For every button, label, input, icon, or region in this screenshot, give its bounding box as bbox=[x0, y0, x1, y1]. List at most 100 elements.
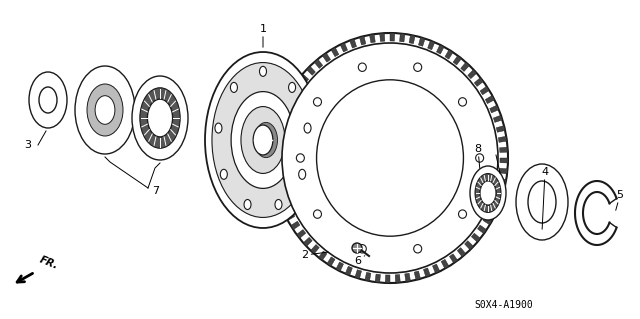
Ellipse shape bbox=[39, 87, 57, 113]
Polygon shape bbox=[485, 95, 495, 104]
Polygon shape bbox=[419, 37, 425, 46]
Polygon shape bbox=[496, 126, 505, 132]
Polygon shape bbox=[300, 74, 308, 83]
Polygon shape bbox=[399, 33, 405, 42]
Ellipse shape bbox=[259, 66, 266, 76]
Ellipse shape bbox=[528, 181, 556, 223]
Ellipse shape bbox=[212, 63, 314, 218]
Ellipse shape bbox=[244, 199, 251, 210]
Polygon shape bbox=[369, 34, 375, 43]
Polygon shape bbox=[390, 33, 395, 41]
Polygon shape bbox=[303, 237, 312, 246]
Polygon shape bbox=[453, 56, 461, 65]
Ellipse shape bbox=[289, 82, 296, 93]
Ellipse shape bbox=[352, 243, 362, 253]
Polygon shape bbox=[307, 66, 316, 75]
Ellipse shape bbox=[95, 96, 115, 124]
Polygon shape bbox=[483, 217, 492, 225]
Polygon shape bbox=[500, 158, 508, 163]
Polygon shape bbox=[472, 233, 481, 242]
Polygon shape bbox=[441, 259, 449, 269]
Ellipse shape bbox=[317, 80, 463, 236]
Ellipse shape bbox=[241, 107, 285, 174]
Polygon shape bbox=[276, 121, 285, 128]
Ellipse shape bbox=[205, 52, 321, 228]
Polygon shape bbox=[288, 91, 297, 100]
Polygon shape bbox=[281, 203, 291, 211]
Ellipse shape bbox=[87, 84, 123, 136]
Polygon shape bbox=[273, 142, 281, 148]
Text: 1: 1 bbox=[259, 24, 266, 47]
Polygon shape bbox=[336, 262, 344, 271]
Ellipse shape bbox=[480, 181, 496, 205]
Polygon shape bbox=[499, 168, 508, 174]
Ellipse shape bbox=[358, 63, 366, 71]
Polygon shape bbox=[499, 136, 507, 142]
Text: 4: 4 bbox=[541, 167, 548, 229]
Polygon shape bbox=[365, 272, 371, 281]
Polygon shape bbox=[319, 251, 327, 260]
Polygon shape bbox=[492, 198, 501, 205]
Polygon shape bbox=[323, 53, 331, 62]
Polygon shape bbox=[495, 188, 504, 195]
Polygon shape bbox=[283, 101, 292, 108]
Polygon shape bbox=[285, 212, 295, 220]
Polygon shape bbox=[375, 274, 380, 283]
Ellipse shape bbox=[299, 169, 306, 179]
Polygon shape bbox=[465, 241, 474, 250]
Ellipse shape bbox=[220, 169, 227, 179]
Polygon shape bbox=[272, 153, 280, 158]
Polygon shape bbox=[461, 62, 469, 71]
Polygon shape bbox=[409, 35, 415, 44]
Polygon shape bbox=[424, 268, 430, 277]
Ellipse shape bbox=[470, 166, 506, 220]
Ellipse shape bbox=[413, 245, 422, 253]
Polygon shape bbox=[314, 59, 323, 68]
Polygon shape bbox=[490, 105, 499, 113]
Polygon shape bbox=[433, 264, 440, 273]
Ellipse shape bbox=[272, 33, 508, 283]
Polygon shape bbox=[488, 207, 497, 215]
Ellipse shape bbox=[140, 88, 180, 148]
Polygon shape bbox=[297, 230, 306, 238]
Polygon shape bbox=[360, 36, 366, 45]
Polygon shape bbox=[404, 273, 410, 282]
Polygon shape bbox=[349, 39, 356, 48]
Polygon shape bbox=[480, 86, 490, 95]
Polygon shape bbox=[278, 194, 287, 201]
Polygon shape bbox=[477, 225, 486, 234]
Polygon shape bbox=[468, 70, 477, 79]
Polygon shape bbox=[445, 50, 453, 59]
Polygon shape bbox=[291, 221, 300, 230]
Polygon shape bbox=[274, 131, 282, 138]
Text: S0X4-A1900: S0X4-A1900 bbox=[474, 300, 532, 310]
Ellipse shape bbox=[230, 82, 237, 93]
Ellipse shape bbox=[29, 72, 67, 128]
Polygon shape bbox=[280, 118, 356, 162]
Polygon shape bbox=[340, 43, 348, 52]
Polygon shape bbox=[395, 275, 400, 283]
Ellipse shape bbox=[314, 210, 321, 218]
Ellipse shape bbox=[304, 123, 311, 133]
Ellipse shape bbox=[296, 154, 305, 162]
Ellipse shape bbox=[75, 66, 135, 154]
Polygon shape bbox=[458, 248, 466, 257]
Polygon shape bbox=[327, 257, 335, 266]
Polygon shape bbox=[272, 164, 280, 169]
Text: 2: 2 bbox=[301, 250, 328, 260]
Text: 6: 6 bbox=[355, 256, 365, 266]
Polygon shape bbox=[279, 111, 288, 118]
Polygon shape bbox=[345, 266, 353, 276]
Polygon shape bbox=[493, 115, 502, 122]
Ellipse shape bbox=[253, 125, 273, 155]
Text: FR.: FR. bbox=[38, 255, 60, 271]
Polygon shape bbox=[385, 275, 390, 283]
Ellipse shape bbox=[458, 210, 467, 218]
Polygon shape bbox=[293, 82, 303, 91]
Ellipse shape bbox=[413, 63, 422, 71]
Ellipse shape bbox=[231, 92, 295, 189]
Ellipse shape bbox=[314, 98, 321, 106]
Ellipse shape bbox=[476, 154, 484, 162]
Ellipse shape bbox=[215, 123, 222, 133]
Polygon shape bbox=[273, 174, 282, 180]
